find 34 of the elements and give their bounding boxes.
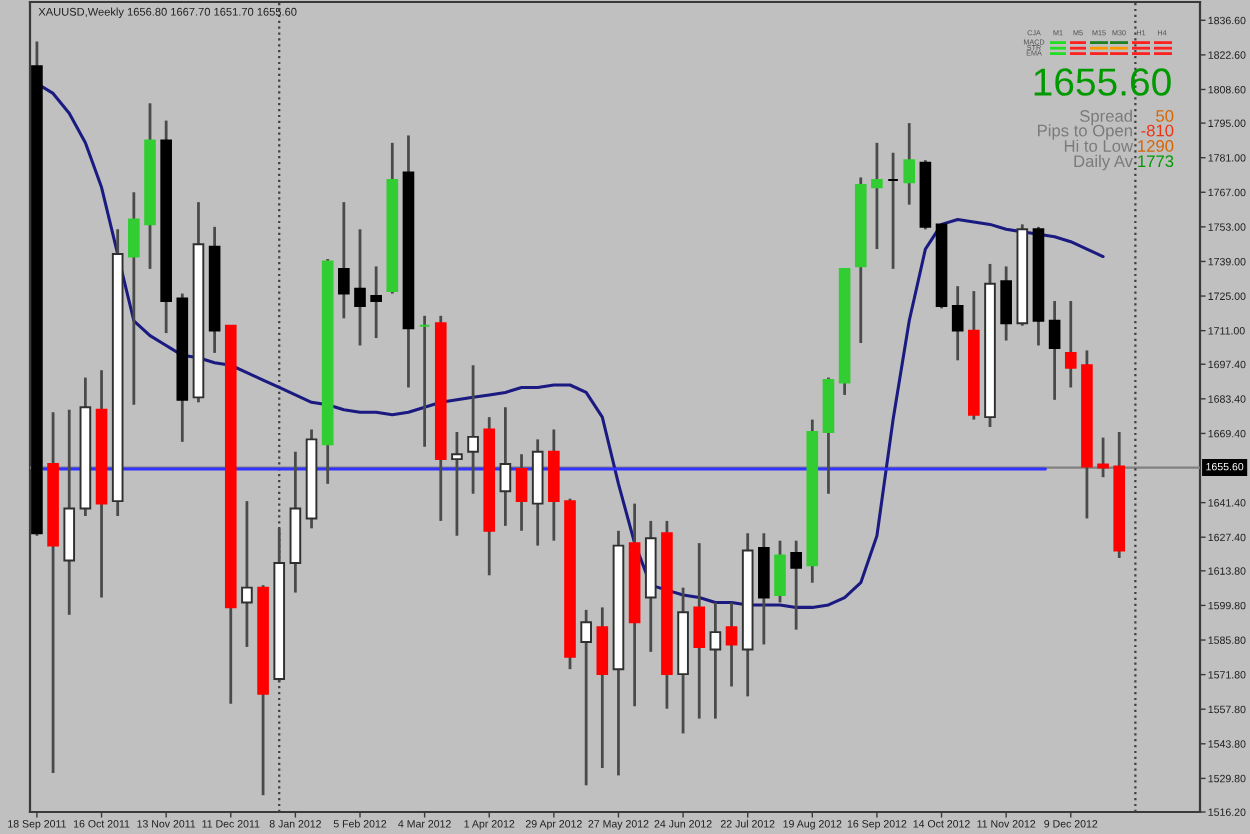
- candlestick: [580, 608, 592, 787]
- candlestick: [903, 121, 916, 207]
- candlestick: [871, 141, 883, 251]
- candlestick: [370, 265, 382, 340]
- annotation: 1290: [1138, 140, 1174, 152]
- candlestick: [1048, 299, 1061, 402]
- candlestick: [887, 151, 899, 271]
- candlestick: [467, 363, 479, 496]
- candlestick: [241, 499, 253, 649]
- candlestick: [725, 601, 738, 688]
- annotation: Hi to Low: [1064, 139, 1134, 152]
- annotation: Spread: [1080, 109, 1132, 126]
- annotation: Daily Av: [1074, 154, 1133, 171]
- candlestick: [790, 539, 802, 632]
- candlestick: [693, 541, 706, 720]
- candlestick: [1064, 299, 1077, 389]
- candlestick: [774, 539, 786, 604]
- candlestick: [709, 601, 722, 720]
- candlestick: [1000, 265, 1012, 342]
- annotation: -810: [1141, 124, 1174, 137]
- candlestick: [951, 284, 964, 362]
- candlestick: [418, 314, 431, 449]
- candlestick: [354, 227, 366, 347]
- candlestick: [338, 200, 350, 320]
- candlestick: [1097, 436, 1109, 479]
- candlestick: [128, 190, 140, 407]
- candlestick: [451, 430, 463, 538]
- annotation: 50: [1156, 110, 1174, 122]
- annotation: 1655.60: [1034, 68, 1171, 96]
- candlestick: [499, 405, 512, 528]
- annotation: 1773: [1138, 155, 1174, 168]
- candlestick: [515, 452, 528, 533]
- annotation: Pips to Open: [1038, 124, 1132, 140]
- candlestick: [596, 606, 609, 770]
